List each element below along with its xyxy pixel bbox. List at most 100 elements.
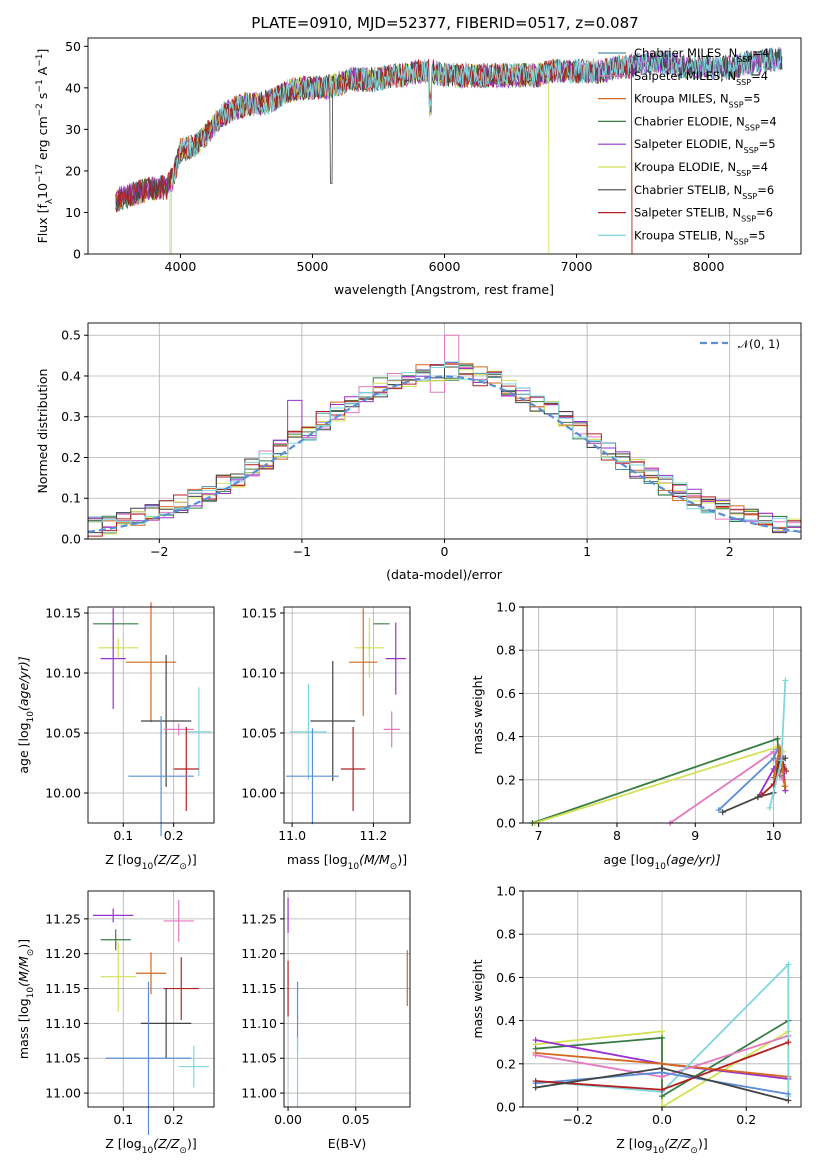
weight-marker — [532, 1078, 539, 1085]
label-part: ] — [35, 49, 50, 54]
label-part: age [log — [16, 722, 31, 773]
label-part: A — [35, 66, 50, 79]
histogram-line — [88, 369, 801, 535]
label-part: Z [log — [616, 1136, 652, 1151]
plot-area — [286, 608, 406, 825]
y-tick-label: 11.05 — [45, 1051, 81, 1066]
label-part: Z [log — [105, 1136, 141, 1151]
weight-marker — [659, 1028, 665, 1035]
label-part: )] — [698, 1136, 708, 1151]
y-tick-label: 0.2 — [61, 450, 81, 465]
label-part: 10 — [348, 862, 360, 872]
legend-text: Chabrier STELIB, N — [634, 183, 742, 197]
label-part: 10 — [26, 711, 36, 723]
y-tick-label: 0.0 — [496, 816, 516, 831]
legend-suffix: =4 — [751, 160, 768, 174]
y-tick-label: 10.00 — [241, 786, 277, 801]
legend-text: Kroupa STELIB, N — [634, 228, 734, 242]
x-tick-label: 1 — [583, 544, 591, 559]
x-tick-label: 2 — [726, 544, 734, 559]
y-tick-label: 0.4 — [61, 368, 81, 383]
legend-label: Salpeter ELODIE, NSSP=5 — [634, 137, 776, 155]
legend-label: Salpeter STELIB, NSSP=6 — [634, 206, 773, 224]
y-tick-label: 20 — [65, 163, 81, 178]
weight-marker — [758, 791, 765, 798]
label-part: 10 — [653, 1146, 665, 1156]
plot-area — [287, 897, 408, 1107]
weight-marker — [659, 1065, 665, 1072]
label-part: 10 — [26, 987, 36, 999]
y-axis-label: mass [log10(M/M⊙)] — [16, 939, 36, 1059]
label-part: −2 — [35, 103, 45, 116]
weight-marker — [785, 1039, 792, 1046]
x-tick-label: 7000 — [561, 259, 593, 274]
legend-sub: SSP — [745, 123, 760, 132]
legend-label: Kroupa STELIB, NSSP=5 — [634, 228, 765, 246]
y-tick-label: 1.0 — [496, 600, 516, 615]
label-part: λ — [45, 198, 55, 204]
x-axis-label: Z [log10(Z/Z⊙)] — [105, 852, 196, 872]
y-tick-label: 0.5 — [61, 328, 81, 343]
weight-marker — [785, 1097, 792, 1104]
y-tick-label: 11.10 — [241, 1016, 277, 1031]
y-tick-label: 0.8 — [496, 927, 516, 942]
weight-marker — [532, 1052, 539, 1059]
label-part: )] — [16, 939, 31, 949]
legend-suffix: =4 — [752, 46, 769, 60]
label-part: s — [35, 93, 50, 104]
y-tick-label: 0 — [73, 247, 81, 262]
weight-marker — [719, 809, 726, 816]
y-tick-label: 11.15 — [45, 981, 81, 996]
label-part: −1 — [35, 79, 45, 92]
legend-sub: SSP — [741, 214, 756, 223]
label-part: (Z/Z — [664, 1136, 691, 1151]
weight-line — [669, 750, 784, 824]
x-tick-label: 5000 — [297, 259, 329, 274]
weight-marker — [770, 755, 777, 762]
legend-label: Chabrier MILES, NSSP=4 — [634, 46, 769, 64]
x-tick-label: 0.0 — [652, 1112, 672, 1127]
legend-text: Chabrier ELODIE, N — [634, 114, 745, 128]
weight-marker — [715, 807, 722, 814]
x-tick-label: 11.0 — [278, 828, 306, 843]
y-tick-label: 10.05 — [45, 726, 81, 741]
x-tick-label: 4000 — [165, 259, 197, 274]
label-part: ⊙ — [390, 862, 398, 872]
legend-label: Chabrier STELIB, NSSP=6 — [634, 183, 774, 201]
label-part: 10 — [142, 862, 154, 872]
label-part: ⊙ — [179, 1146, 187, 1156]
legend-label: 𝒩(0, 1) — [738, 337, 780, 351]
label-part: )] — [397, 852, 407, 867]
plot-area — [93, 900, 209, 1135]
weight-marker — [779, 768, 786, 775]
y-tick-label: 11.20 — [45, 946, 81, 961]
normal-curve — [87, 375, 802, 533]
label-part: ⊙ — [690, 1146, 698, 1156]
plot-area — [532, 961, 792, 1110]
weight-marker — [659, 1086, 665, 1093]
legend-label: Kroupa ELODIE, NSSP=4 — [634, 160, 768, 178]
y-tick-label: 0.8 — [496, 643, 516, 658]
x-tick-label: 0.2 — [736, 1112, 756, 1127]
label-part: mass [log — [16, 998, 31, 1059]
label-part: Z [log — [105, 852, 141, 867]
y-tick-label: 11.25 — [45, 911, 81, 926]
legend-text: Kroupa ELODIE, N — [634, 160, 736, 174]
y-tick-label: 11.00 — [45, 1086, 81, 1101]
legend-text: Salpeter ELODIE, N — [634, 137, 744, 151]
y-tick-label: 10 — [65, 205, 81, 220]
y-tick-label: 10.00 — [45, 786, 81, 801]
label-part: (age/yr)] — [16, 656, 31, 711]
label-part: ⊙ — [179, 862, 187, 872]
x-tick-label: 0 — [441, 544, 449, 559]
axes-frame — [522, 606, 802, 824]
spectrum-line — [170, 47, 783, 254]
figure-title: PLATE=0910, MJD=52377, FIBERID=0517, z=0… — [251, 14, 638, 32]
y-tick-label: 10.10 — [45, 666, 81, 681]
legend-text: Salpeter MILES, N — [634, 69, 736, 83]
y-tick-label: 10.15 — [241, 606, 277, 621]
weight-marker — [659, 1034, 665, 1041]
weight-line — [532, 737, 786, 824]
age-vs-mass-panel: 11.0 11.2 10.00 10.05 10.10 10.15 mass [log10(… — [241, 606, 411, 872]
